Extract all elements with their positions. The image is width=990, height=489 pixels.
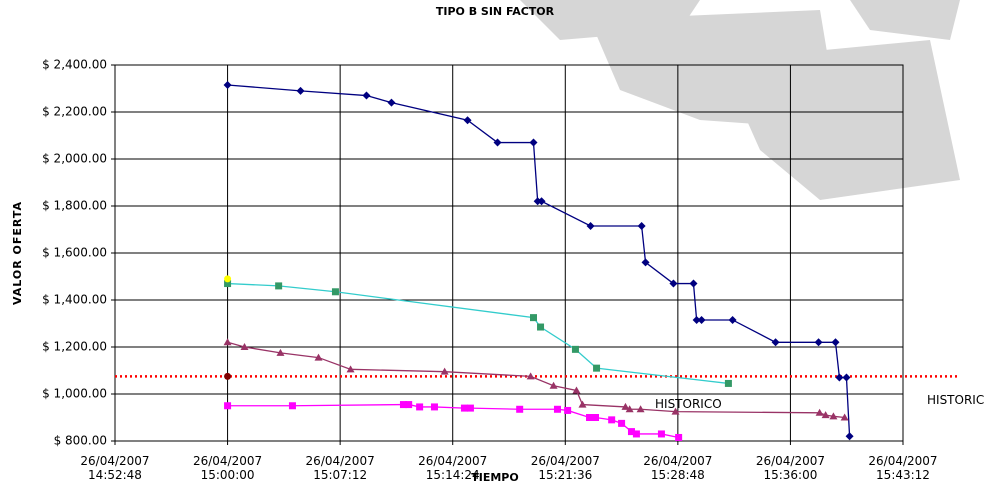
point [842,374,850,382]
decoration [850,0,960,40]
point [387,99,395,107]
point [275,282,282,289]
point [297,87,305,95]
point [689,280,697,288]
y-tick-label: $ 2,400.00 [42,58,107,72]
point [586,414,593,421]
point [332,288,339,295]
y-tick-label: $ 1,800.00 [42,199,107,213]
reference-label: HISTORICO [655,397,722,411]
point [224,275,231,282]
point [633,430,640,437]
point [578,401,586,408]
x-tick-label: 26/04/2007 15:00:00 [183,454,273,482]
point [224,338,232,345]
x-tick-label: 26/04/2007 14:52:48 [70,454,160,482]
point [529,139,537,147]
y-axis-label: VALOR OFERTA [11,201,24,305]
point [593,365,600,372]
point [516,406,523,413]
point [554,406,561,413]
x-tick-label: 26/04/2007 15:28:48 [633,454,723,482]
point [832,338,840,346]
x-tick-label: 26/04/2007 15:07:12 [295,454,385,482]
decoration [720,40,960,200]
y-tick-label: $ 2,000.00 [42,152,107,166]
point [587,222,595,230]
point [537,324,544,331]
y-tick-label: $ 800.00 [54,434,107,448]
annotation: HISTORIC [927,393,984,407]
point [224,81,232,89]
point [772,338,780,346]
point [608,416,615,423]
y-tick-label: $ 1,400.00 [42,293,107,307]
point [846,432,854,440]
point [461,405,468,412]
x-tick-label: 26/04/2007 15:43:12 [858,454,948,482]
point [405,401,412,408]
point [362,92,370,100]
page: {"chart_data":{"type":"line","title":"TI… [0,0,990,489]
point [416,403,423,410]
y-tick-label: $ 1,600.00 [42,246,107,260]
x-tick-label: 26/04/2007 15:21:36 [520,454,610,482]
y-tick-label: $ 2,200.00 [42,105,107,119]
point [638,222,646,230]
point [467,405,474,412]
point [729,316,737,324]
y-tick-label: $ 1,000.00 [42,387,107,401]
background-decoration [520,0,960,200]
point [675,434,682,441]
chart-title: TIPO B SIN FACTOR [436,5,555,18]
point [224,402,231,409]
point [835,374,843,382]
series-line [228,284,729,384]
point [725,380,732,387]
x-tick-label: 26/04/2007 15:36:00 [745,454,835,482]
point [572,346,579,353]
point [815,338,823,346]
y-tick-label: $ 1,200.00 [42,340,107,354]
point [530,314,537,321]
point [564,407,571,414]
point [698,316,706,324]
point [618,420,625,427]
point [289,402,296,409]
point [592,414,599,421]
series-line [228,342,845,417]
point [224,373,231,380]
x-tick-label: 26/04/2007 15:14:24 [408,454,498,482]
chart: TIPO B SIN FACTOR VALOR OFERTA TIEMPO $ … [0,0,990,489]
point [658,430,665,437]
point [431,403,438,410]
